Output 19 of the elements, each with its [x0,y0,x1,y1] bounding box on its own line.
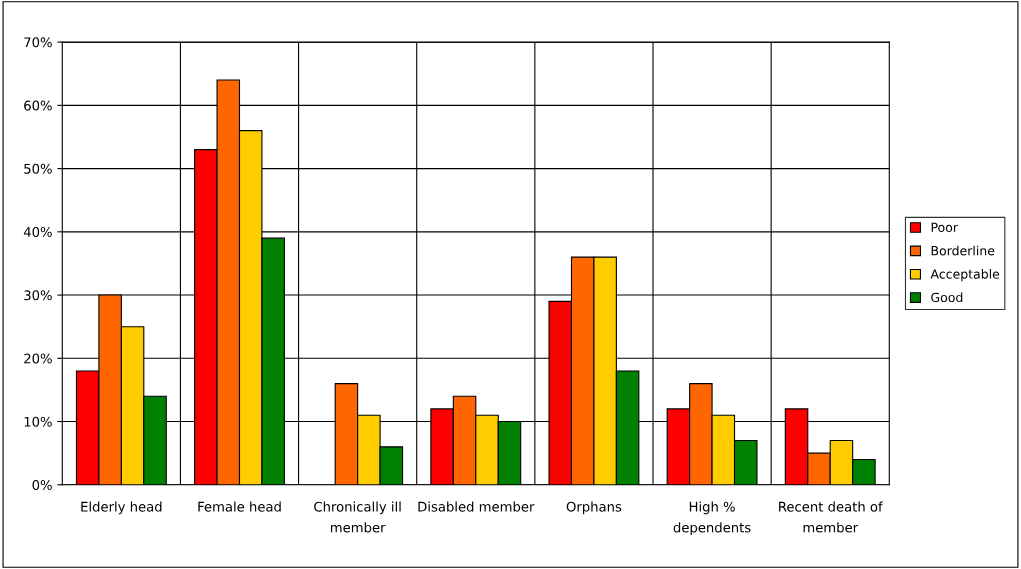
y-tick-label: 60% [24,100,52,111]
y-tick-label: 20% [24,353,52,364]
legend-label: Good [931,292,963,303]
x-tick-label: Elderly head [81,501,162,515]
y-tick-label: 0% [32,480,52,490]
y-tick-label: 30% [24,290,52,301]
legend-label: Poor [931,222,958,233]
x-tick-label: Disabled member [418,501,535,512]
x-tick-label: Female head [198,501,281,512]
legend-label: Acceptable [930,269,1000,282]
x-tick-label: Orphans [566,501,622,515]
y-tick-label: 50% [24,163,52,174]
y-tick-label: 70% [24,37,52,48]
x-tick-label: High % dependents [673,501,751,536]
x-tick-label: Chronically ill member [314,501,401,533]
y-tick-label: 40% [23,227,52,238]
y-tick-label: 10% [24,416,52,427]
x-tick-label: Recent death of member [779,501,883,533]
legend-label: Borderline [931,245,995,256]
